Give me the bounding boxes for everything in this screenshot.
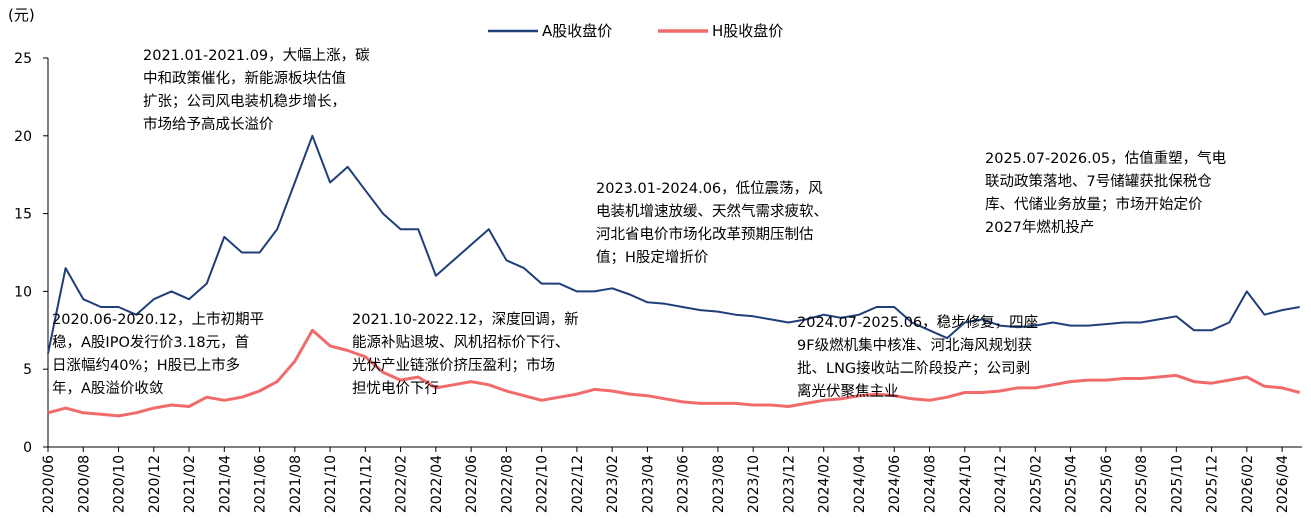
- annotation-line: 2021.10-2022.12，深度回调，新: [352, 311, 579, 328]
- x-tick-label: 2022/08: [499, 455, 515, 513]
- x-tick-label: 2022/10: [535, 455, 551, 513]
- annotation-line: 联动政策落地、7号储罐获批保税仓: [985, 173, 1212, 190]
- annotation-line: 2025.07-2026.05，估值重塑，气电: [985, 150, 1226, 167]
- x-tick-label: 2024/12: [993, 455, 1009, 513]
- y-axis-label: (元): [8, 6, 35, 24]
- y-tick-label: 15: [14, 207, 32, 223]
- annotation-line: 年，A股溢价收敛: [52, 380, 163, 397]
- x-tick-label: 2024/04: [852, 455, 868, 513]
- x-tick-label: 2020/12: [147, 455, 163, 513]
- annotation-line: 9F级燃机集中核准、河北海风规划获: [797, 336, 1032, 354]
- x-tick-label: 2021/12: [358, 455, 374, 513]
- x-tick-label: 2022/04: [429, 455, 445, 513]
- annotation-line: 批、LNG接收站二阶段投产；公司剥: [797, 360, 1030, 377]
- annotation-line: 扩张；公司风电装机稳步增长，: [143, 93, 346, 110]
- annotation: 2023.01-2024.06，低位震荡，风电装机增速放缓、天然气需求疲软、河北…: [596, 180, 828, 266]
- x-tick-label: 2021/08: [288, 455, 304, 513]
- y-tick-label: 25: [14, 51, 32, 67]
- x-tick-label: 2022/02: [394, 455, 410, 513]
- x-tick-label: 2021/02: [182, 455, 198, 513]
- x-tick-label: 2024/02: [817, 455, 833, 513]
- x-tick-label: 2023/10: [746, 455, 762, 513]
- annotation-line: 2027年燃机投产: [985, 218, 1094, 236]
- annotation-line: 2021.01-2021.09，大幅上涨，碳: [143, 47, 370, 64]
- legend-label: H股收盘价: [712, 22, 783, 40]
- x-tick-label: 2021/10: [323, 455, 339, 513]
- annotation-line: 电装机增速放缓、天然气需求疲软、: [596, 203, 828, 220]
- x-tick-label: 2021/06: [253, 455, 269, 513]
- annotation-line: 中和政策催化，新能源板块估值: [143, 69, 346, 87]
- y-tick-label: 5: [23, 362, 32, 378]
- annotation-line: 值；H股定增折价: [596, 249, 709, 266]
- x-tick-label: 2026/04: [1275, 455, 1291, 513]
- x-tick-label: 2020/08: [76, 455, 92, 513]
- y-tick-label: 10: [14, 284, 32, 300]
- x-tick-label: 2022/06: [464, 455, 480, 513]
- annotation-line: 市场给予高成长溢价: [143, 116, 274, 133]
- series-line: [47, 134, 1300, 354]
- x-tick-label: 2023/04: [640, 455, 656, 513]
- annotation: 2024.07-2025.06，稳步修复，四座 9F级燃机集中核准、河北海风规划获…: [797, 313, 1038, 400]
- series-line: [47, 328, 1301, 418]
- x-tick-label: 2025/08: [1134, 455, 1150, 513]
- x-tick-label: 2025/02: [1028, 455, 1044, 513]
- x-tick-label: 2025/10: [1169, 455, 1185, 513]
- annotation-line: 2023.01-2024.06，低位震荡，风: [596, 180, 823, 197]
- x-tick-label: 2024/10: [958, 455, 974, 513]
- x-tick-label: 2024/08: [923, 455, 939, 513]
- annotation-line: 日涨幅约40%；H股已上市多: [52, 357, 240, 374]
- x-tick-label: 2025/04: [1064, 455, 1080, 513]
- annotation-line: 光伏产业链涨价挤压盈利；市场: [352, 357, 555, 374]
- annotation-line: 库、代储业务放量；市场开始定价: [985, 196, 1203, 213]
- x-tick-label: 2020/06: [41, 455, 57, 513]
- legend-label: A股收盘价: [542, 22, 612, 40]
- annotation-line: 离光伏聚焦主业: [797, 383, 899, 400]
- annotation: 2021.10-2022.12，深度回调，新能源补贴退坡、风机招标价下行、光伏产…: [352, 311, 579, 397]
- x-tick-label: 2025/06: [1099, 455, 1115, 513]
- y-tick-label: 20: [14, 129, 32, 145]
- x-tick-label: 2023/08: [711, 455, 727, 513]
- x-tick-label: 2022/12: [570, 455, 586, 513]
- x-tick-label: 2021/04: [217, 455, 233, 513]
- x-tick-label: 2024/06: [887, 455, 903, 513]
- x-tick-label: 2025/12: [1205, 455, 1221, 513]
- annotation-line: 担忧电价下行: [352, 380, 439, 397]
- annotation-line: 稳，A股IPO发行价3.18元，首: [52, 334, 249, 351]
- y-tick-label: 0: [23, 440, 32, 456]
- x-tick-label: 2023/12: [781, 455, 797, 513]
- x-tick-label: 2023/06: [676, 455, 692, 513]
- annotation: 2020.06-2020.12，上市初期平稳，A股IPO发行价3.18元，首日涨…: [52, 311, 264, 397]
- x-tick-label: 2026/02: [1240, 455, 1256, 513]
- annotation-line: 2024.07-2025.06，稳步修复，四座: [797, 313, 1038, 331]
- x-tick-label: 2020/10: [112, 455, 128, 513]
- annotation-line: 能源补贴退坡、风机招标价下行、: [352, 334, 570, 351]
- annotation-line: 河北省电价市场化改革预期压制估: [596, 226, 814, 243]
- annotation: 2025.07-2026.05，估值重塑，气电联动政策落地、7号储罐获批保税仓库…: [985, 150, 1226, 236]
- annotation: 2021.01-2021.09，大幅上涨，碳中和政策催化，新能源板块估值扩张；公…: [143, 47, 370, 133]
- annotation-line: 2020.06-2020.12，上市初期平: [52, 311, 264, 328]
- x-tick-label: 2023/02: [605, 455, 621, 513]
